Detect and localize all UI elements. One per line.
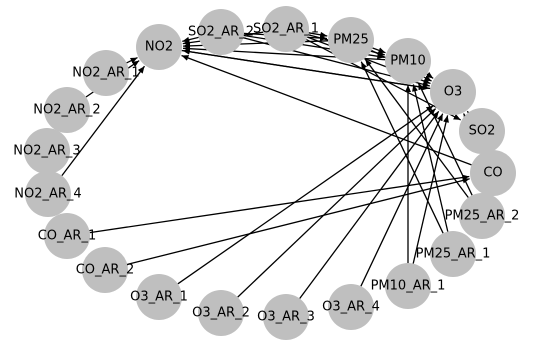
edge-O3_AR_1-to-O3 — [177, 105, 434, 285]
node-label: SO2_AR_2 — [188, 25, 254, 40]
node-label: CO — [483, 166, 502, 181]
node-circle — [385, 263, 431, 309]
node-NO2: NO2 — [136, 24, 182, 70]
edge-PM10-to-O3 — [425, 71, 434, 79]
node-label: NO2 — [145, 40, 173, 55]
node-CO: CO — [470, 150, 516, 196]
edge-O3_AR_4-to-O3 — [360, 113, 444, 287]
node-label: O3 — [444, 85, 463, 100]
node-label: SO2_AR_1 — [253, 22, 319, 37]
nodes-layer: NO2 SO2_AR_2 SO2_AR_1 PM25 PM10 O3 SO2 CO PM25_A… — [13, 6, 519, 340]
node-label: PM25_AR_1 — [416, 247, 491, 262]
node-CO_AR_1: CO_AR_1 — [38, 213, 97, 259]
node-O3: O3 — [430, 69, 476, 115]
node-label: NO2_AR_4 — [14, 187, 81, 202]
node-label: PM10 — [390, 54, 426, 69]
node-label: O3_AR_2 — [192, 306, 250, 321]
node-label: PM25 — [333, 33, 369, 48]
edge-O3_AR_3-to-O3 — [299, 110, 440, 299]
node-label: SO2 — [469, 124, 496, 139]
node-circle — [459, 108, 505, 154]
edge-NO2_AR_1-to-NO2 — [126, 57, 138, 64]
edge-SO2_AR_1-to-PM25 — [308, 31, 328, 38]
node-circle — [328, 284, 374, 330]
node-circle — [24, 128, 70, 174]
edge-PM25-to-PM10 — [372, 47, 386, 54]
node-circle — [328, 17, 374, 63]
node-PM25: PM25 — [328, 17, 374, 63]
node-O3_AR_3: O3_AR_3 — [257, 294, 315, 340]
node-NO2_AR_3: NO2_AR_3 — [13, 128, 81, 174]
node-O3_AR_1: O3_AR_1 — [130, 274, 188, 320]
edge-CO-to-NO2 — [181, 54, 472, 166]
node-NO2_AR_1: NO2_AR_1 — [72, 50, 140, 96]
node-circle — [385, 38, 431, 84]
node-PM10_AR_1: PM10_AR_1 — [371, 263, 446, 309]
node-label: NO2_AR_1 — [72, 66, 139, 81]
node-circle — [83, 50, 129, 96]
edge-O3_AR_2-to-O3 — [237, 108, 437, 298]
node-circle — [82, 247, 128, 293]
node-SO2_AR_1: SO2_AR_1 — [253, 6, 319, 52]
edge-PM25_AR_1-to-PM25 — [360, 61, 444, 234]
node-circle — [44, 213, 90, 259]
node-label: PM10_AR_1 — [371, 279, 446, 294]
node-O3_AR_4: O3_AR_4 — [322, 284, 380, 330]
node-circle — [198, 290, 244, 336]
node-SO2: SO2 — [459, 108, 505, 154]
node-circle — [470, 150, 516, 196]
node-NO2_AR_4: NO2_AR_4 — [14, 171, 82, 217]
edge-PM25_AR_2-to-PM25 — [364, 58, 469, 198]
node-SO2_AR_2: SO2_AR_2 — [188, 9, 254, 55]
node-label: NO2_AR_2 — [33, 103, 100, 118]
node-label: CO_AR_2 — [76, 263, 135, 278]
node-circle — [44, 87, 90, 133]
node-circle — [263, 6, 309, 52]
node-circle — [430, 231, 476, 277]
edge-CO_AR_1-to-CO — [89, 174, 470, 234]
node-circle — [430, 69, 476, 115]
edge-NO2_AR_4-to-NO2 — [61, 65, 146, 176]
node-label: PM25_AR_2 — [445, 209, 520, 224]
node-O3_AR_2: O3_AR_2 — [192, 290, 250, 336]
node-circle — [263, 294, 309, 340]
node-circle — [459, 193, 505, 239]
node-CO_AR_2: CO_AR_2 — [76, 247, 135, 293]
node-label: O3_AR_4 — [322, 300, 380, 315]
node-label: NO2_AR_3 — [13, 144, 80, 159]
node-label: CO_AR_1 — [38, 229, 97, 244]
node-PM10: PM10 — [385, 38, 431, 84]
edge-CO_AR_2-to-CO — [127, 177, 470, 266]
node-circle — [25, 171, 71, 217]
edge-SO2-to-O3 — [466, 110, 475, 119]
node-NO2_AR_2: NO2_AR_2 — [33, 87, 101, 133]
node-PM25_AR_2: PM25_AR_2 — [445, 193, 520, 239]
node-circle — [136, 24, 182, 70]
node-label: O3_AR_3 — [257, 310, 315, 325]
node-PM25_AR_1: PM25_AR_1 — [416, 231, 491, 277]
edge-PM10_AR_1-to-O3 — [412, 115, 449, 264]
edge-PM25_AR_1-to-PM10 — [412, 84, 449, 232]
node-circle — [136, 274, 182, 320]
edge-NO2-to-O3 — [181, 49, 430, 91]
node-label: O3_AR_1 — [130, 290, 188, 305]
node-circle — [198, 9, 244, 55]
